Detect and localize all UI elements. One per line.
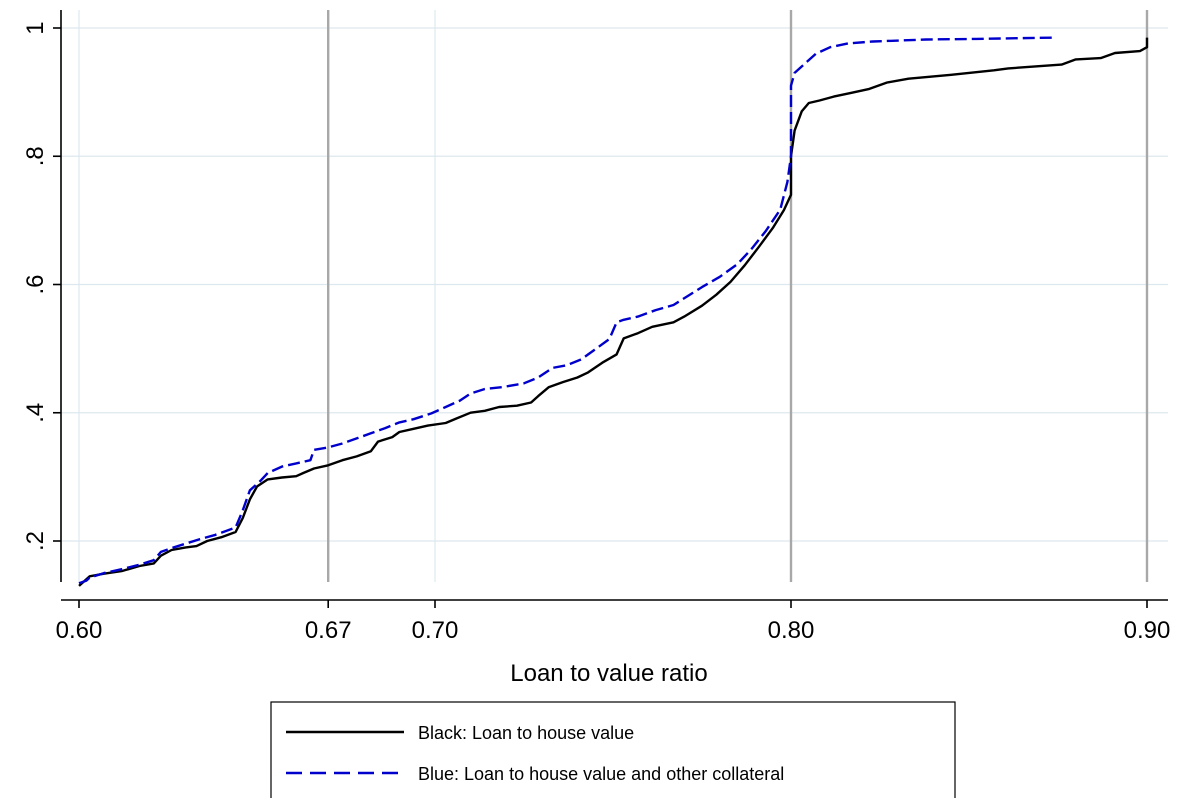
y-tick-label: .6 — [22, 274, 49, 294]
x-tick-label: 0.90 — [1124, 617, 1171, 644]
x-tick-label: 0.67 — [305, 617, 352, 644]
legend-box — [270, 701, 956, 798]
legend: Black: Loan to house value Blue: Loan to… — [270, 701, 956, 798]
axes — [60, 10, 1168, 601]
y-tick-label: .2 — [22, 531, 49, 551]
x-tick-label: 0.60 — [56, 617, 103, 644]
x-tick-label: 0.80 — [768, 617, 815, 644]
legend-label-black: Black: Loan to house value — [418, 723, 634, 743]
y-tick-label: 1 — [22, 21, 49, 34]
y-axis-ticks: .2 .4 .6 .8 1 — [22, 21, 61, 551]
gridlines — [61, 10, 1168, 582]
x-tick-label: 0.70 — [412, 617, 459, 644]
reference-lines — [327, 10, 1149, 582]
x-axis-ticks: 0.60 0.67 0.70 0.80 0.90 — [56, 600, 1171, 644]
series-lines — [78, 36, 1149, 587]
y-tick-label: .8 — [22, 146, 49, 166]
series-line-blue — [78, 36, 1055, 585]
y-tick-label: .4 — [22, 403, 49, 423]
x-axis-title: Loan to value ratio — [510, 660, 707, 687]
series-line-black — [78, 37, 1149, 587]
legend-label-blue: Blue: Loan to house value and other coll… — [418, 764, 784, 784]
